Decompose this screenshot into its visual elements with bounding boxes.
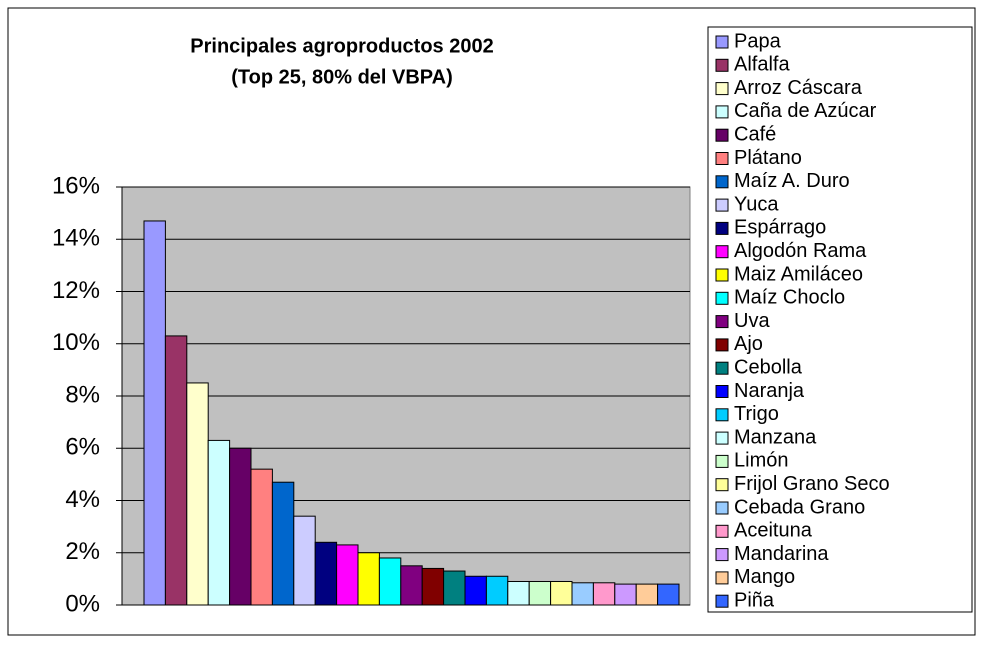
bar (464, 575, 487, 606)
legend-label: Trigo (734, 403, 779, 425)
bar (421, 567, 445, 606)
bar (592, 582, 616, 606)
legend-label: Caña de Azúcar (734, 100, 877, 122)
legend-label: Espárrago (734, 217, 826, 239)
legend-label: Ajo (734, 333, 763, 355)
legend-box (707, 26, 973, 613)
legend-label: Mango (734, 566, 795, 588)
bar (571, 582, 594, 606)
bar (657, 583, 680, 606)
legend-label: Cebada Grano (734, 496, 865, 518)
chart-title: Principales agroproductos 2002 (190, 35, 493, 57)
legend-swatch (715, 408, 729, 422)
legend-swatch (715, 291, 729, 305)
legend-label: Alfalfa (734, 54, 790, 76)
y-tick-label: 4% (65, 486, 100, 513)
bar (400, 565, 423, 606)
bar (143, 220, 166, 606)
legend-swatch (715, 571, 729, 585)
legend-label: Cebolla (734, 356, 803, 378)
legend-swatch (715, 221, 729, 235)
legend-swatch (715, 315, 729, 329)
legend-swatch (715, 245, 729, 259)
legend-label: Yuca (734, 193, 779, 215)
legend-label: Manzana (734, 426, 817, 448)
legend-swatch (715, 58, 729, 72)
legend-label: Café (734, 123, 776, 145)
legend-label: Piña (734, 589, 775, 611)
chart-subtitle: (Top 25, 80% del VBPA) (231, 66, 453, 88)
legend-label: Frijol Grano Seco (734, 473, 890, 495)
bar (635, 583, 659, 606)
legend-swatch (715, 128, 729, 142)
bar (229, 447, 252, 606)
legend-label: Naranja (734, 380, 805, 402)
bar (336, 544, 359, 606)
legend-label: Papa (734, 30, 782, 52)
legend-label: Maíz A. Duro (734, 170, 850, 192)
legend-swatch (715, 594, 729, 608)
legend-swatch (715, 35, 729, 49)
legend-swatch (715, 198, 729, 212)
legend-label: Mandarina (734, 543, 829, 565)
bar (207, 439, 231, 606)
bar (485, 575, 509, 606)
y-tick-label: 16% (52, 172, 100, 199)
legend-label: Algodón Rama (734, 240, 867, 262)
bar (164, 335, 188, 606)
legend-swatch (715, 548, 729, 562)
y-tick-label: 8% (65, 381, 100, 408)
bar (250, 468, 273, 606)
legend-swatch (715, 175, 729, 189)
legend-swatch (715, 361, 729, 375)
bar (528, 580, 552, 606)
y-tick-label: 14% (52, 225, 100, 252)
legend-swatch (715, 82, 729, 96)
bar (550, 580, 573, 606)
legend-label: Plátano (734, 147, 802, 169)
legend-swatch (715, 338, 729, 352)
bar (357, 552, 380, 606)
bar (271, 481, 295, 606)
legend-swatch (715, 501, 729, 515)
legend-label: Maiz Amiláceo (734, 263, 863, 285)
legend-label: Arroz Cáscara (734, 77, 863, 99)
y-tick-label: 2% (65, 538, 100, 565)
bar (378, 557, 402, 606)
y-tick-label: 6% (65, 434, 100, 461)
legend-swatch (715, 385, 729, 398)
legend-swatch (715, 152, 729, 165)
legend-swatch (715, 524, 729, 538)
legend-swatch (715, 454, 729, 468)
y-tick-label: 0% (65, 590, 100, 617)
bar (314, 541, 338, 606)
legend-label: Limón (734, 450, 788, 472)
y-tick-label: 10% (52, 329, 100, 356)
legend-swatch (715, 431, 729, 445)
legend-label: Aceituna (734, 520, 813, 542)
legend-label: Uva (734, 310, 770, 332)
bar (507, 580, 530, 606)
legend-swatch (715, 105, 729, 119)
legend-label: Maíz Choclo (734, 287, 845, 309)
bar (186, 382, 209, 606)
legend-swatch (715, 268, 729, 282)
bar (443, 570, 466, 606)
bar (614, 583, 637, 606)
legend-swatch (715, 478, 729, 492)
y-tick-label: 12% (52, 277, 100, 304)
bar (293, 515, 316, 606)
